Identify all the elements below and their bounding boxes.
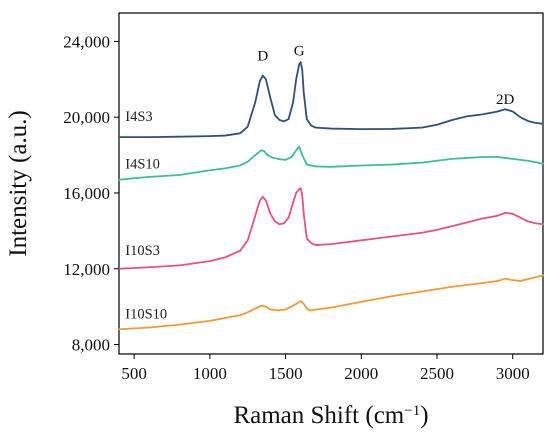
peak-annotation-2: 2D	[496, 92, 515, 108]
peak-annotation-1: G	[294, 44, 305, 60]
x-tick-label: 3000	[496, 364, 530, 383]
y-tick-label: 16,000	[63, 184, 110, 203]
x-tick-label: 2500	[420, 364, 454, 383]
series-label-0: I4S3	[125, 109, 152, 125]
series-label-layer: I4S3 I4S10 I10S3 I10S10	[125, 109, 167, 322]
plot-frame	[118, 12, 544, 355]
series-line-2	[118, 187, 544, 270]
peak-annotation-0: D	[257, 48, 268, 64]
plot-area: I4S3 I4S10 I10S3 I10S10 D G 2D	[118, 12, 544, 355]
x-axis-label-exponent: −1	[404, 403, 420, 419]
annotation-layer: D G 2D	[257, 44, 514, 108]
series-label-1: I4S10	[125, 157, 160, 173]
y-axis: 8,000 12,000 16,000 20,000 24,000	[63, 32, 119, 355]
x-axis-label-main: Raman Shift (cm	[233, 402, 404, 429]
series-label-3: I10S10	[125, 306, 167, 322]
x-axis-label: Raman Shift (cm−1)	[233, 402, 428, 429]
x-axis: 500 1000 1500 2000 2500 3000	[121, 354, 530, 383]
x-tick-label: 2000	[344, 364, 378, 383]
x-tick-label: 500	[121, 364, 147, 383]
y-tick-label: 20,000	[63, 108, 110, 127]
x-axis-label-suffix: )	[420, 402, 428, 429]
y-tick-label: 8,000	[72, 336, 110, 355]
series-line-0	[118, 61, 544, 138]
series-layer	[118, 61, 544, 331]
series-label-2: I10S3	[125, 243, 160, 259]
x-tick-label: 1000	[193, 364, 227, 383]
y-tick-label: 24,000	[63, 32, 110, 51]
series-line-3	[118, 274, 544, 331]
y-tick-label: 12,000	[63, 260, 110, 279]
y-axis-label: Intensity (a.u.)	[5, 110, 32, 256]
series-line-1	[118, 145, 544, 181]
x-tick-label: 1500	[269, 364, 303, 383]
